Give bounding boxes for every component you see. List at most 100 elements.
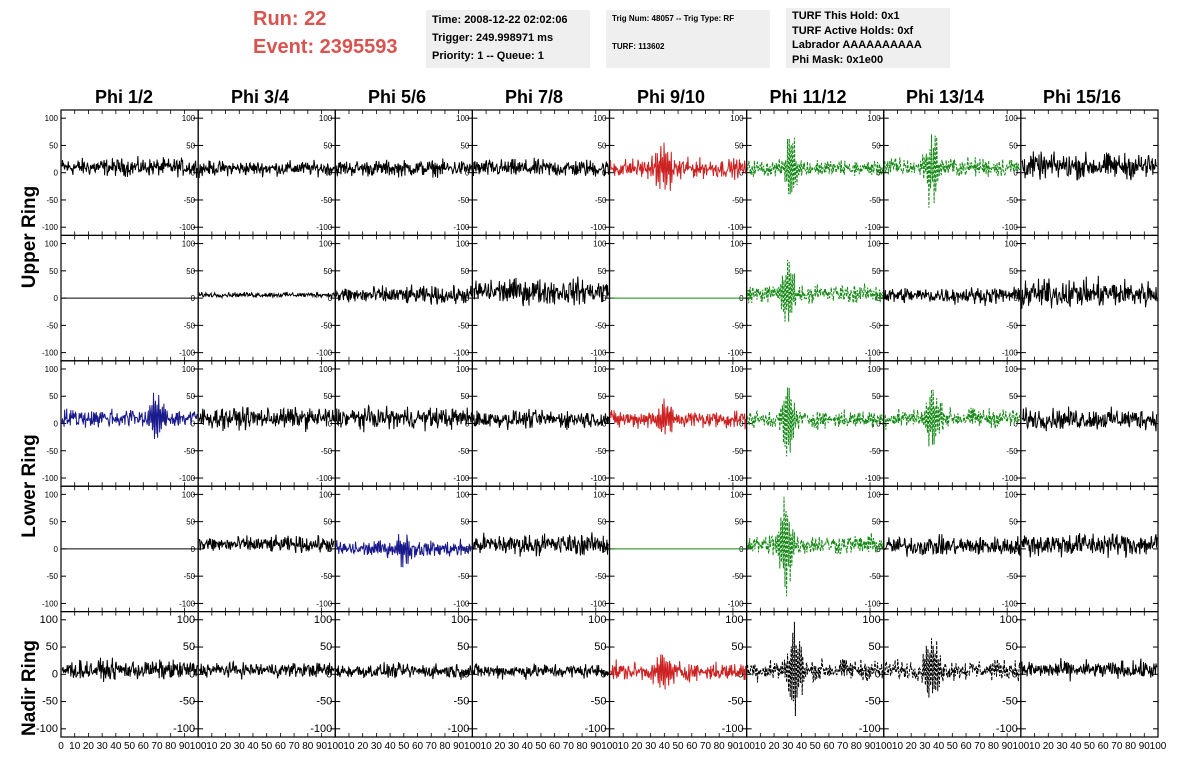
y-tick-label: 100 xyxy=(1005,490,1019,499)
y-tick-label: 100 xyxy=(588,614,606,626)
panel-frame xyxy=(746,234,885,362)
y-tick-label: -100 xyxy=(179,599,196,608)
y-tick-label: 50 xyxy=(872,392,881,401)
x-tick-label: 20 xyxy=(906,741,918,752)
y-tick-label: -100 xyxy=(36,723,58,735)
y-tick-label: -50 xyxy=(869,447,881,456)
y-tick-label: -50 xyxy=(316,696,332,708)
event-label: Event: 2395593 xyxy=(253,36,398,58)
y-tick-label: 50 xyxy=(49,267,58,276)
y-tick-label: 0 xyxy=(876,420,881,429)
waveform-trace xyxy=(472,408,609,430)
x-tick-label: 20 xyxy=(1043,741,1055,752)
y-tick-label: 100 xyxy=(593,114,607,123)
y-tick-label: 100 xyxy=(1005,365,1019,374)
y-tick-label: -100 xyxy=(173,723,195,735)
panel-frame xyxy=(471,109,611,237)
y-tick-label: -50 xyxy=(184,572,196,581)
y-tick-label: -100 xyxy=(179,223,196,232)
waveform-trace xyxy=(1021,406,1158,432)
turf-hold-text: TURF This Hold: 0x1 xyxy=(792,10,900,22)
y-tick-label: 100 xyxy=(593,365,607,374)
y-tick-label: 100 xyxy=(177,614,195,626)
y-tick-label: 100 xyxy=(314,614,332,626)
y-tick-label: 50 xyxy=(186,141,195,150)
x-tick-label: 40 xyxy=(659,741,671,752)
x-tick-label: 10 xyxy=(1029,741,1041,752)
y-tick-label: 100 xyxy=(456,240,470,249)
y-tick-label: -100 xyxy=(179,474,196,483)
y-tick-label: 50 xyxy=(49,392,58,401)
y-tick-label: -50 xyxy=(865,696,881,708)
y-tick-label: 50 xyxy=(186,518,195,527)
x-tick-label: 40 xyxy=(1070,741,1082,752)
waveform-trace xyxy=(472,663,609,680)
waveform-trace xyxy=(884,134,1021,208)
x-tick-label: 10 xyxy=(755,741,767,752)
x-tick-label: 60 xyxy=(412,741,424,752)
x-tick-label: 80 xyxy=(302,741,314,752)
y-tick-label: 100 xyxy=(319,490,333,499)
waveform-trace xyxy=(335,404,472,433)
panel-frame xyxy=(197,109,336,237)
turf-text: TURF: 113602 xyxy=(612,42,665,51)
y-tick-label: 100 xyxy=(867,490,881,499)
y-tick-label: 50 xyxy=(460,518,469,527)
y-tick-label: 50 xyxy=(731,641,743,653)
waveform-trace xyxy=(198,159,335,179)
y-tick-label: 50 xyxy=(460,141,469,150)
panel-frame xyxy=(334,610,473,738)
phi-mask-text: Phi Mask: 0x1e00 xyxy=(792,54,884,66)
y-tick-label: -100 xyxy=(728,223,745,232)
y-tick-label: 100 xyxy=(319,114,333,123)
y-tick-label: 50 xyxy=(323,141,332,150)
y-tick-label: 100 xyxy=(319,365,333,374)
y-tick-label: 50 xyxy=(1009,518,1018,527)
priority-text: Priority: 1 -- Queue: 1 xyxy=(432,50,544,62)
x-tick-label: 100 xyxy=(1013,741,1030,752)
x-tick-label: 70 xyxy=(974,741,986,752)
waveform-trace xyxy=(610,142,747,191)
y-tick-label: 100 xyxy=(451,614,469,626)
x-tick-label: 80 xyxy=(439,741,451,752)
x-tick-label: 60 xyxy=(823,741,835,752)
waveform-trace xyxy=(472,157,609,177)
y-tick-label: -100 xyxy=(1002,349,1019,358)
y-tick-label: -50 xyxy=(179,696,195,708)
x-tick-label: 60 xyxy=(960,741,972,752)
x-tick-label: 70 xyxy=(426,741,438,752)
y-tick-label: 100 xyxy=(730,240,744,249)
time-text: Time: 2008-12-22 02:02:06 xyxy=(432,14,568,26)
y-tick-label: 0 xyxy=(602,545,607,554)
x-tick-label: 10 xyxy=(69,741,81,752)
y-tick-label: 50 xyxy=(186,392,195,401)
panel-frame xyxy=(334,109,473,237)
y-tick-label: 100 xyxy=(730,365,744,374)
x-tick-label: 100 xyxy=(738,741,755,752)
y-tick-label: 100 xyxy=(725,614,743,626)
trigger-text: Trigger: 249.998971 ms xyxy=(432,32,554,44)
waveform-trace xyxy=(198,406,335,433)
y-tick-label: 100 xyxy=(730,490,744,499)
x-tick-label: 40 xyxy=(796,741,808,752)
y-tick-label: 100 xyxy=(45,114,59,123)
waveform-trace xyxy=(61,657,198,683)
y-tick-label: 0 xyxy=(54,420,59,429)
y-tick-label: -50 xyxy=(1006,321,1018,330)
labrador-text: Labrador AAAAAAAAAA xyxy=(792,39,922,51)
x-tick-label: 90 xyxy=(864,741,876,752)
y-tick-label: -50 xyxy=(42,696,58,708)
waveform-trace xyxy=(1021,151,1158,181)
y-tick-label: 50 xyxy=(460,267,469,276)
y-tick-label: 50 xyxy=(323,518,332,527)
y-tick-label: -100 xyxy=(316,349,333,358)
waveform-trace xyxy=(61,155,198,178)
waveform-trace xyxy=(884,638,1021,698)
y-tick-label: 50 xyxy=(323,392,332,401)
y-tick-label: 0 xyxy=(876,545,881,554)
x-tick-label: 30 xyxy=(1056,741,1068,752)
x-tick-label: 80 xyxy=(714,741,726,752)
y-tick-label: 50 xyxy=(323,267,332,276)
x-tick-label: 40 xyxy=(933,741,945,752)
y-tick-label: 0 xyxy=(54,545,59,554)
